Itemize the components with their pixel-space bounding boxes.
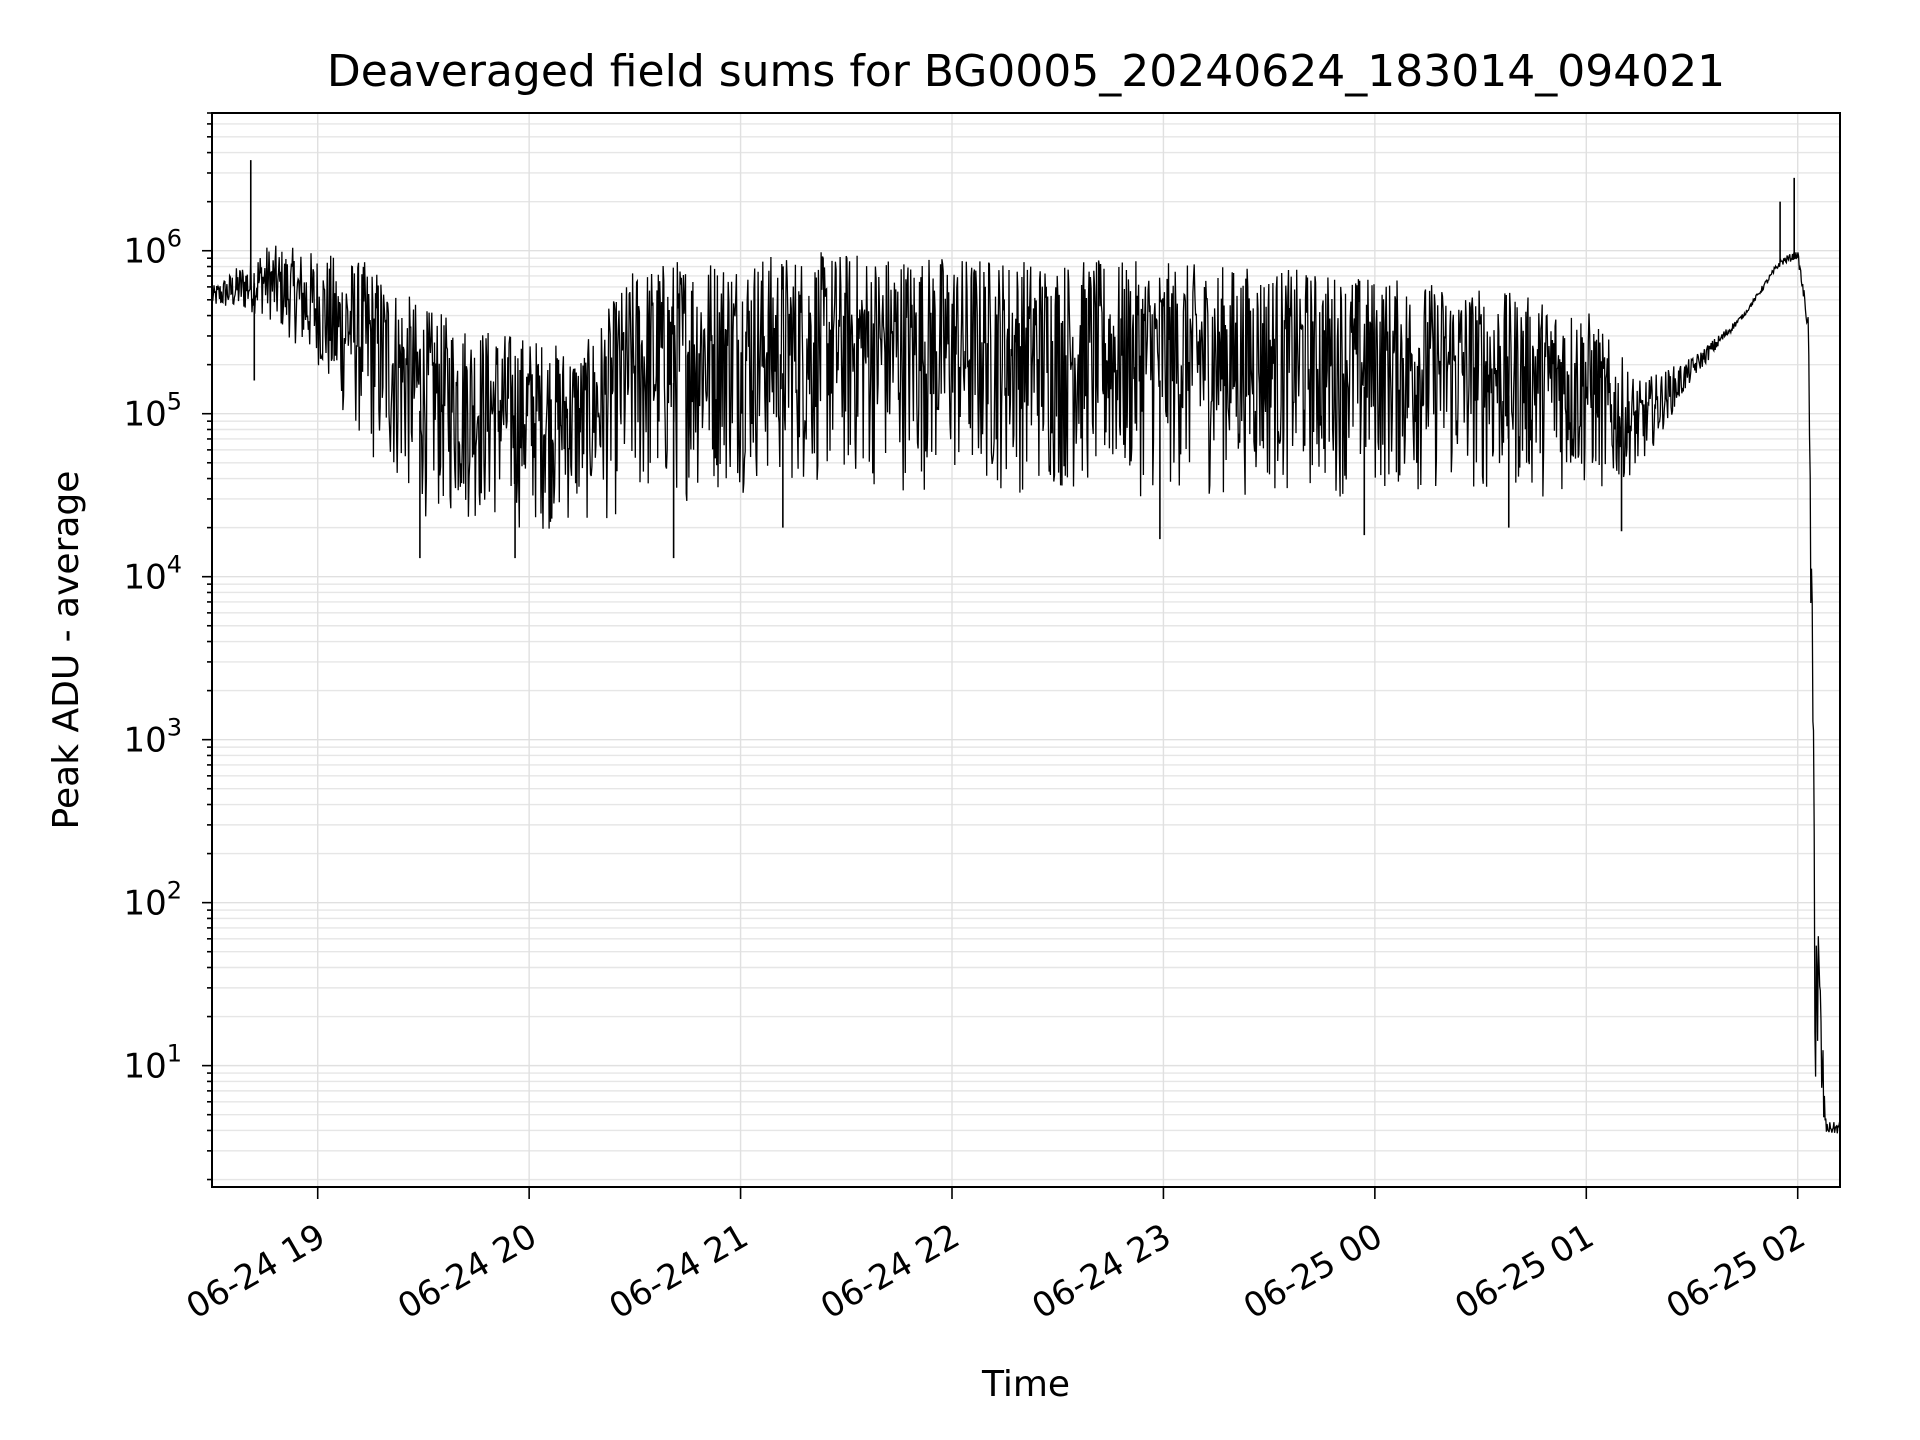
x-tick-label: 06-24 23 [1026, 1216, 1178, 1327]
chart-title: Deaveraged field sums for BG0005_2024062… [327, 46, 1725, 97]
x-axis: 06-24 19 06-24 20 06-24 21 06-24 22 06-24 23… [180, 1187, 1812, 1327]
y-axis: 101 102 103 104 105 106 [123, 112, 212, 1181]
x-tick-label: 06-24 20 [391, 1216, 543, 1327]
y-axis-title: Peak ADU - average [46, 471, 87, 830]
x-tick-label: 06-25 00 [1237, 1216, 1389, 1327]
grid [212, 112, 1840, 1187]
x-tick-label: 06-25 02 [1660, 1216, 1812, 1327]
series-line [211, 245, 1841, 1134]
y-tick-label: 101 [123, 1040, 182, 1087]
y-tick-label: 103 [123, 714, 182, 761]
y-tick-label: 104 [123, 551, 182, 598]
x-axis-title: Time [981, 1364, 1070, 1405]
x-tick-label: 06-24 22 [814, 1216, 966, 1327]
y-tick-label: 105 [123, 388, 182, 435]
y-tick-label: 102 [123, 877, 182, 924]
plot-frame [211, 112, 1841, 1188]
x-tick-label: 06-24 21 [603, 1216, 755, 1327]
y-tick-label: 106 [123, 225, 182, 272]
plot-area [211, 160, 1841, 1134]
x-tick-label: 06-25 01 [1448, 1216, 1600, 1327]
x-tick-label: 06-24 19 [180, 1216, 332, 1327]
